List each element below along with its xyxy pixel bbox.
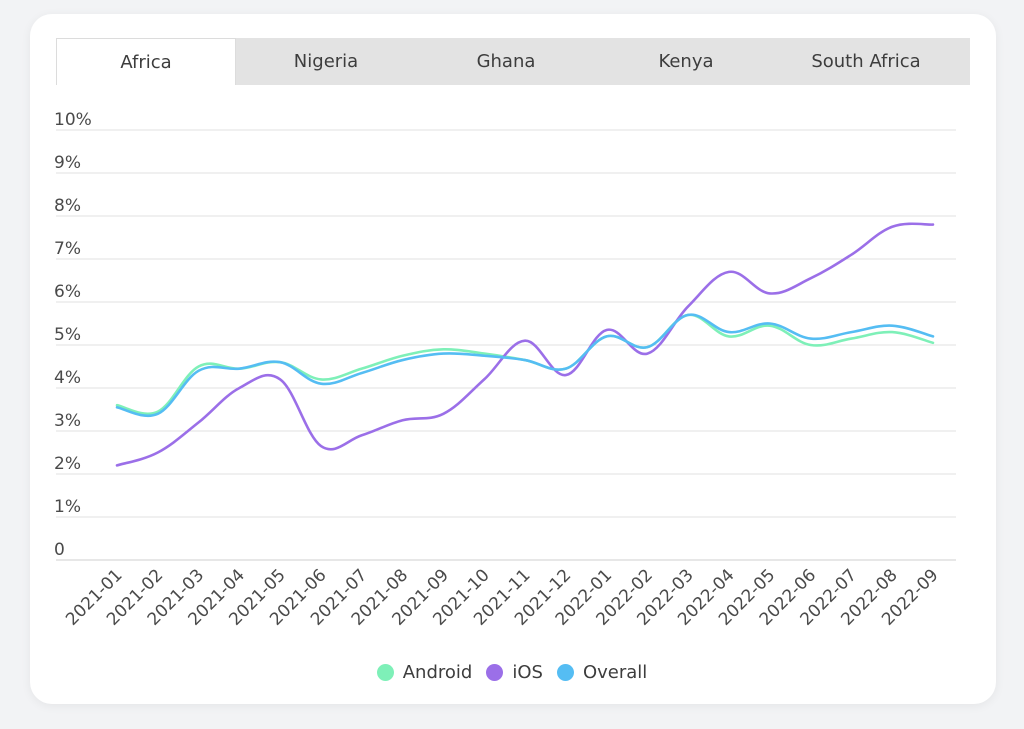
y-tick-label: 8% xyxy=(54,196,81,216)
y-tick-label: 10% xyxy=(54,110,92,130)
legend-item-android[interactable]: Android xyxy=(376,662,473,683)
y-tick-label: 1% xyxy=(54,497,81,517)
legend-item-overall[interactable]: Overall xyxy=(556,662,648,683)
tab-kenya[interactable]: Kenya xyxy=(658,51,714,72)
legend-swatch-overall xyxy=(556,664,574,681)
tab-nigeria[interactable]: Nigeria xyxy=(293,51,359,72)
y-tick-label: 0 xyxy=(54,540,65,560)
series-line-ios xyxy=(115,222,935,467)
y-tick-label: 7% xyxy=(54,239,81,259)
y-tick-label: 3% xyxy=(54,411,81,431)
y-tick-label: 5% xyxy=(54,325,81,345)
tab-africa[interactable]: Africa xyxy=(56,38,236,85)
tab-ghana[interactable]: Ghana xyxy=(476,51,536,72)
y-tick-label: 4% xyxy=(54,368,81,388)
series-line-android xyxy=(115,313,935,416)
legend-label-ios: iOS xyxy=(512,662,543,683)
legend-swatch-android xyxy=(376,664,394,681)
legend-swatch-ios xyxy=(486,664,504,681)
legend-label-overall: Overall xyxy=(582,662,648,683)
legend-item-ios[interactable]: iOS xyxy=(486,662,543,683)
y-tick-label: 6% xyxy=(54,282,81,302)
legend-label-android: Android xyxy=(402,662,473,683)
region-tabs: Africa Nigeria Ghana Kenya South Africa xyxy=(56,38,970,85)
series-line-overall xyxy=(115,313,935,418)
chart-legend: Android iOS Overall xyxy=(0,662,1024,683)
y-tick-label: 2% xyxy=(54,454,81,474)
y-tick-label: 9% xyxy=(54,153,81,173)
tab-south-africa[interactable]: South Africa xyxy=(811,51,921,72)
